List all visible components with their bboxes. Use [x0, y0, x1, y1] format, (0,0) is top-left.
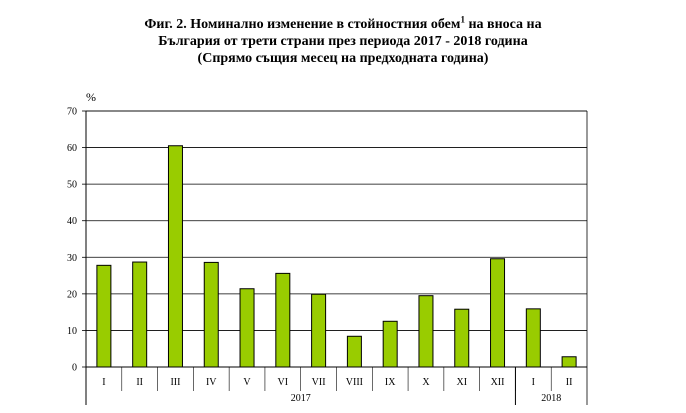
bar-1-I	[96, 264, 112, 368]
chart-title: Фиг. 2. Номинално изменение в стойностни…	[0, 14, 686, 67]
x-tick-label-4: IV	[206, 377, 217, 388]
axes	[85, 110, 588, 405]
x-tick-label-14: II	[566, 377, 573, 388]
bar-9-IX	[382, 320, 398, 368]
bar-6-VI	[275, 272, 291, 368]
y-tick-label-30: 30	[67, 253, 77, 264]
y-axis-unit-label: %	[86, 90, 96, 104]
chart-title-line-2: България от трети страни през периода 20…	[158, 34, 528, 49]
year-label-2017: 2017	[291, 393, 311, 404]
y-tick-label-40: 40	[67, 216, 77, 227]
y-tick-label-70: 70	[67, 107, 77, 118]
gridlines	[86, 110, 587, 331]
y-tick-label-20: 20	[67, 289, 77, 300]
bar-5-V	[239, 288, 255, 368]
bar-3-III	[167, 145, 183, 368]
bar-2-II	[132, 261, 148, 368]
x-tick-label-3: III	[170, 377, 180, 388]
footnote-marker: 1	[460, 14, 465, 25]
bar-13-I	[525, 308, 541, 368]
x-tick-label-13: I	[532, 377, 535, 388]
chart-title-line-1-end: на вноса на	[464, 17, 542, 32]
x-tick-label-11: XI	[456, 377, 467, 388]
x-tick-label-6: VI	[278, 377, 289, 388]
x-tick-label-8: VIII	[346, 377, 363, 388]
bars	[96, 145, 577, 368]
bar-10-X	[418, 295, 434, 368]
x-tick-label-12: XII	[491, 377, 505, 388]
bar-14-II	[561, 356, 577, 368]
x-tick-label-2: II	[136, 377, 143, 388]
bar-7-VII	[311, 293, 327, 368]
bar-4-IV	[203, 261, 219, 368]
chart-title-line-1-start: Фиг. 2. Номинално изменение в стойностни…	[144, 17, 461, 32]
y-tick-label-60: 60	[67, 143, 77, 154]
year-label-2018: 2018	[541, 393, 561, 404]
bar-8-VIII	[346, 335, 362, 368]
x-tick-label-1: I	[102, 377, 105, 388]
x-tick-label-5: V	[243, 377, 251, 388]
bar-11-XI	[454, 308, 470, 368]
chart-title-line-1: Фиг. 2. Номинално изменение в стойностни…	[0, 14, 686, 33]
x-tick-label-7: VII	[312, 377, 326, 388]
bar-12-XII	[490, 258, 506, 368]
x-axis-year-labels: 2017 2018	[291, 367, 561, 405]
y-tick-label-50: 50	[67, 180, 77, 191]
y-tick-label-0: 0	[72, 363, 77, 374]
chart-subtitle: (Спрямо същия месец на предходната годин…	[197, 51, 489, 66]
y-axis-ticks: 0 10 20 30 40 50 60 70	[67, 107, 86, 374]
x-tick-label-10: X	[422, 377, 430, 388]
x-axis-month-labels: I II III IV V VI VII VIII IX X XI XII I II	[102, 377, 572, 388]
x-tick-label-9: IX	[385, 377, 396, 388]
y-tick-label-10: 10	[67, 326, 77, 337]
